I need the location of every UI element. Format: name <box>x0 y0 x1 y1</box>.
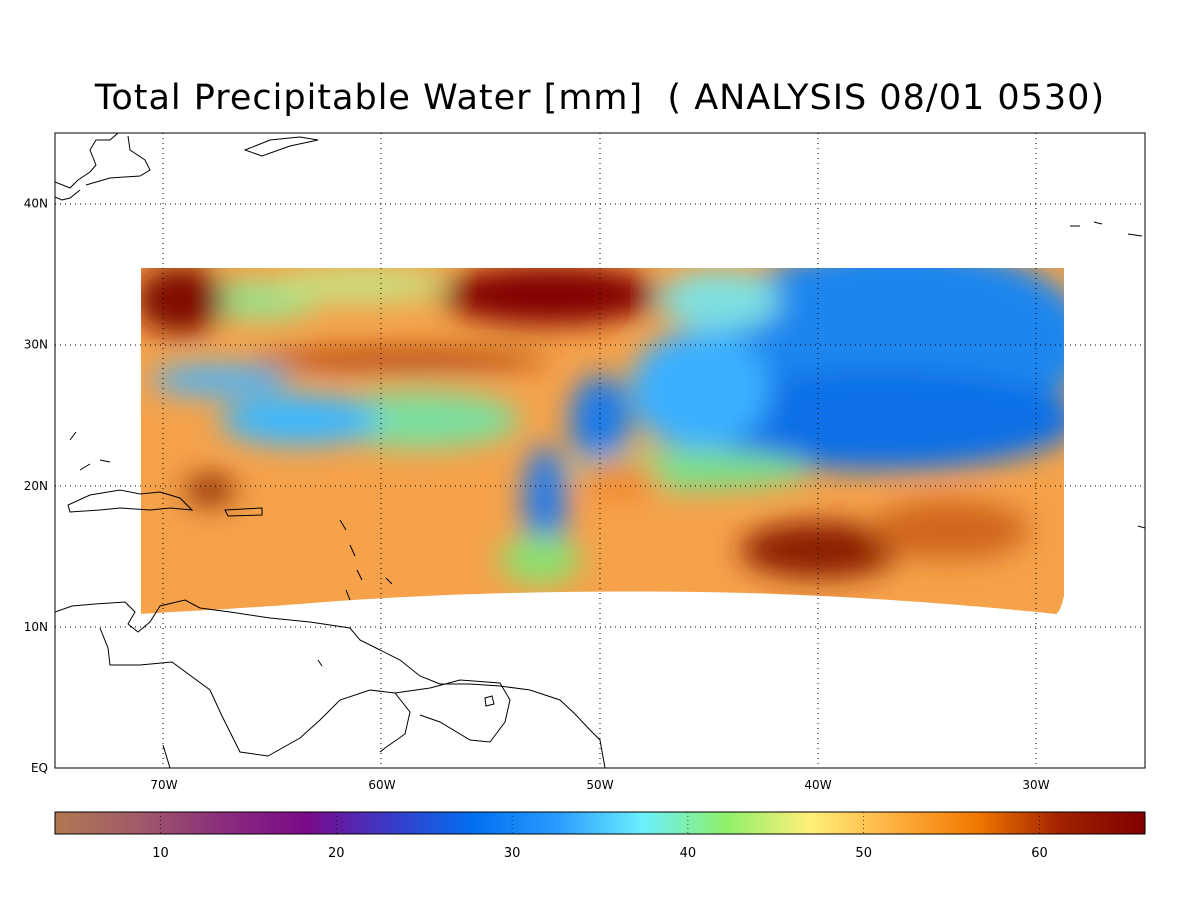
map-title: Total Precipitable Water [mm] ( ANALYSIS… <box>94 78 1106 118</box>
latitude-labels: EQ 10N 20N 30N 40N <box>24 197 48 775</box>
coastlines <box>55 133 1145 768</box>
longitude-tick-label: 40W <box>804 778 831 792</box>
data-field <box>141 268 1064 614</box>
longitude-tick-label: 30W <box>1022 778 1049 792</box>
map-frame <box>54 132 1146 769</box>
colorbar-scale <box>54 811 1146 835</box>
longitude-tick-label: 60W <box>368 778 395 792</box>
latitude-tick-label: 20N <box>24 479 48 493</box>
tpw-swath <box>141 268 1064 614</box>
latitude-tick-label: 40N <box>24 197 48 211</box>
colorbar-tick-label: 20 <box>328 846 345 861</box>
longitude-tick-label: 50W <box>586 778 613 792</box>
colorbar: 10 20 30 40 50 60 <box>54 811 1146 861</box>
latitude-tick-label: EQ <box>31 761 48 775</box>
colorbar-ticks: 10 20 30 40 50 60 <box>152 812 1048 861</box>
colorbar-tick-label: 10 <box>152 846 169 861</box>
colorbar-tick-label: 50 <box>855 846 872 861</box>
colorbar-tick-label: 30 <box>504 846 521 861</box>
latitude-tick-label: 10N <box>24 620 48 634</box>
latitude-tick-label: 30N <box>24 338 48 352</box>
colorbar-tick-label: 60 <box>1031 846 1048 861</box>
graticule <box>55 133 1145 768</box>
longitude-tick-label: 70W <box>150 778 177 792</box>
longitude-labels: 70W 60W 50W 40W 30W <box>150 778 1049 792</box>
colorbar-tick-label: 40 <box>680 846 697 861</box>
